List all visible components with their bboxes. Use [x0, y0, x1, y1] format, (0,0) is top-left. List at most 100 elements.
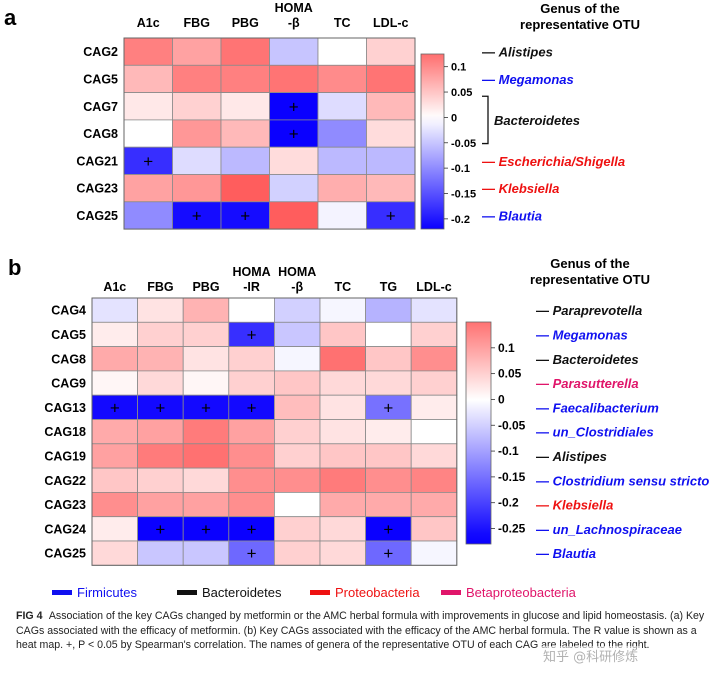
row-label: CAG13 — [44, 401, 86, 415]
heatmap-cell — [228, 297, 275, 323]
heatmap-cell — [365, 443, 412, 469]
significance-mark: + — [383, 520, 393, 539]
heatmap-cell — [123, 174, 173, 203]
significance-mark: + — [289, 97, 299, 116]
heatmap-cell — [137, 516, 184, 542]
row-label: CAG8 — [51, 352, 86, 366]
heatmap-cell — [269, 201, 319, 230]
heatmap-cell — [182, 491, 230, 518]
colorbar-tick-label: 0 — [451, 112, 457, 124]
heatmap-cell — [410, 540, 458, 566]
heatmap-cell — [137, 394, 184, 420]
panel-b-colorbar: 0.1 0.05 0 -0.05 -0.1 -0.15 -0.2 -0.25 — [465, 321, 526, 545]
heatmap-cell — [228, 419, 275, 445]
heatmap-cell — [273, 346, 321, 372]
row-label: CAG25 — [76, 209, 118, 223]
heatmap-cell — [220, 119, 270, 148]
heatmap-cell — [182, 346, 230, 372]
heatmap-cell — [366, 64, 416, 94]
heatmap-cell — [172, 37, 222, 66]
row-label: CAG19 — [44, 449, 86, 463]
significance-mark: + — [247, 398, 257, 417]
heatmap-cell — [91, 467, 138, 493]
heatmap-cell — [269, 174, 319, 203]
heatmap-cell — [137, 419, 184, 445]
heatmap-cell — [91, 443, 138, 469]
heatmap-cell — [123, 201, 173, 230]
heatmap-cell — [365, 540, 412, 566]
heatmap-cell — [269, 92, 319, 121]
heatmap-cell — [365, 370, 412, 396]
heatmap-cell — [319, 321, 366, 347]
significance-mark: + — [386, 206, 396, 225]
row-label: CAG5 — [83, 72, 118, 86]
heatmap-cell — [172, 174, 222, 203]
heatmap-cell — [273, 491, 321, 518]
heatmap-cell — [123, 37, 173, 66]
heatmap-cell — [366, 119, 416, 148]
genus-label: — Klebsiella — [536, 498, 613, 513]
significance-mark: + — [201, 520, 211, 539]
heatmap-cell — [137, 491, 184, 518]
heatmap-cell — [91, 394, 138, 420]
heatmap-cell — [228, 491, 275, 518]
heatmap-cell — [172, 64, 222, 94]
colorbar-tick-label: -0.1 — [451, 163, 470, 175]
row-label: CAG8 — [83, 127, 118, 141]
heatmap-cell — [365, 297, 412, 323]
heatmap-cell — [91, 540, 138, 566]
row-label: CAG7 — [83, 100, 118, 114]
column-label: PBG — [232, 16, 259, 30]
heatmap-cell — [91, 419, 138, 445]
heatmap-cell — [317, 201, 367, 230]
column-label: PBG — [192, 280, 219, 294]
heatmap-cell — [366, 92, 416, 121]
heatmap-cell — [319, 443, 366, 469]
bracket — [482, 95, 489, 145]
legend-swatch — [441, 590, 461, 595]
genus-label: — Bacteroidetes — [536, 352, 639, 367]
genus-label: — un_Lachnospiraceae — [536, 522, 682, 537]
column-label: A1c — [103, 280, 126, 294]
significance-mark: + — [383, 398, 393, 417]
genus-label: — Alistipes — [482, 45, 553, 60]
heatmap-cell — [182, 370, 230, 396]
heatmap-cell — [182, 297, 230, 323]
heatmap-cell — [365, 491, 412, 518]
heatmap-cell — [273, 297, 321, 323]
heatmap-cell — [410, 321, 458, 347]
heatmap-cell — [366, 146, 416, 175]
heatmap-cell — [123, 92, 173, 121]
row-label: CAG2 — [83, 45, 118, 59]
colorbar-tick-label: 0.1 — [498, 341, 515, 355]
heatmap-cell — [319, 346, 366, 372]
panel-a-heatmap: + + + + + + — [123, 37, 416, 230]
column-label: TC — [334, 280, 351, 294]
heatmap-cell — [220, 92, 270, 121]
caption-lead: FIG 4 — [16, 610, 43, 622]
heatmap-cell — [269, 146, 319, 175]
row-label: CAG9 — [51, 377, 86, 391]
column-label: LDL-c — [373, 16, 408, 30]
heatmap-cell — [410, 394, 458, 420]
heatmap-cell — [182, 443, 230, 469]
row-label: CAG4 — [51, 304, 86, 318]
significance-mark: + — [383, 544, 393, 563]
genus-header: Genus of the — [550, 256, 629, 271]
panel-a-colorbar: 0.1 0.05 0 -0.05 -0.1 -0.15 -0.2 — [420, 53, 476, 230]
genus-label: — Alistipes — [536, 449, 607, 464]
heatmap-cell — [182, 394, 230, 420]
heatmap-cell — [220, 146, 270, 175]
heatmap-cell — [365, 467, 412, 493]
heatmap-cell — [273, 443, 321, 469]
phylum-legend: Firmicutes Bacteroidetes Proteobacteria Bet… — [52, 585, 577, 600]
legend-swatch — [177, 590, 197, 595]
heatmap-cell — [319, 394, 366, 420]
heatmap-cell — [319, 419, 366, 445]
genus-label: Bacteroidetes — [494, 113, 580, 128]
significance-mark: + — [201, 398, 211, 417]
row-label: CAG25 — [44, 547, 86, 561]
